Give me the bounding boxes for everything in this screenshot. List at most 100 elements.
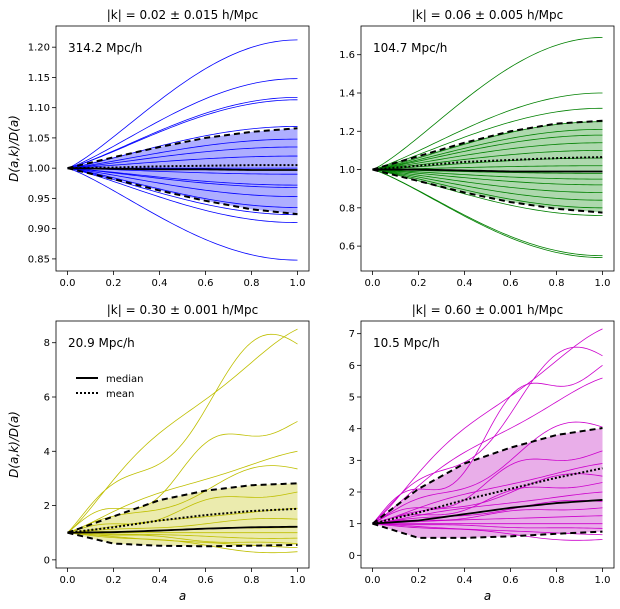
realization-line [372, 450, 603, 525]
realization-line [372, 421, 603, 525]
realization-line [67, 421, 298, 534]
axes-frame [360, 25, 615, 272]
legend-mean-label: mean [106, 389, 134, 400]
axes-frame [55, 25, 310, 272]
scale-label: 20.9 Mpc/h [68, 336, 135, 350]
realization-line [372, 128, 603, 170]
x-tick-label: 0.6 [503, 575, 519, 586]
realization-line [67, 532, 298, 554]
realization-line [372, 463, 603, 525]
realization-line [67, 167, 298, 208]
upper-percentile-line [67, 127, 298, 170]
realization-line [372, 169, 603, 258]
y-tick-label: 1.4 [339, 88, 355, 99]
y-tick-label: 0 [44, 555, 50, 566]
x-tick-label: 0.8 [549, 278, 565, 289]
realization-line [67, 99, 298, 169]
x-tick-label: 0.4 [152, 278, 168, 289]
lower-percentile-line [372, 522, 603, 539]
realization-line [372, 491, 603, 525]
y-tick-label: 6 [349, 361, 355, 372]
x-tick-label: 0.6 [198, 278, 214, 289]
realization-line [372, 134, 603, 170]
y-tick-label: 2 [349, 488, 355, 499]
realization-line [372, 499, 603, 525]
realization-line [372, 523, 603, 529]
realization-line [372, 169, 603, 180]
y-tick-label: 6 [44, 393, 50, 404]
panel-title: |k| = 0.60 ± 0.001 h/Mpc [412, 303, 564, 317]
x-tick-label: 0.0 [60, 278, 76, 289]
median-line [67, 167, 298, 171]
y-tick-label: 0.90 [28, 224, 50, 235]
realization-line [372, 121, 603, 170]
mean-line [372, 467, 603, 525]
median-line [372, 168, 603, 173]
realization-line [67, 491, 298, 534]
panel-k060: 0.0 0.2 0.4 0.6 0.8 1.0 0 1 2 3 4 5 6 7 |k| = 0.60 ± 0… [349, 303, 615, 603]
panel-k030: 0.0 0.2 0.4 0.6 0.8 1.0 0 2 4 6 8 |k| = 0.30 ± 0.00… [7, 303, 310, 603]
x-tick-label: 0.2 [411, 575, 427, 586]
panel-k006: 0.0 0.2 0.4 0.6 0.8 1.0 0.6 0.8 1.0 1.2 1.4 1.6 |k| … [339, 8, 615, 289]
realization-line [67, 167, 298, 188]
realization-line [67, 450, 298, 534]
y-axis-label: D(a,k)/D(a) [7, 411, 21, 478]
x-tick-label: 1.0 [290, 575, 306, 586]
panel-title: |k| = 0.06 ± 0.005 h/Mpc [412, 8, 564, 22]
x-tick-label: 0.8 [549, 575, 565, 586]
plot-area [67, 39, 298, 261]
realization-line [67, 167, 298, 261]
axes-frame [360, 320, 615, 569]
realization-line [372, 169, 603, 193]
x-tick-label: 0.0 [365, 278, 381, 289]
realization-line [372, 169, 603, 216]
y-tick-label: 4 [44, 447, 50, 458]
realization-line [372, 482, 603, 525]
lower-percentile-line [372, 168, 603, 214]
realization-line [67, 146, 298, 169]
y-tick-label: 1.20 [28, 43, 50, 54]
plot-area [371, 328, 603, 541]
mean-line [372, 156, 603, 171]
realization-line [372, 37, 603, 170]
realization-line [372, 142, 603, 170]
x-tick-label: 0.2 [411, 278, 427, 289]
y-tick-label: 2 [44, 501, 50, 512]
x-tick-label: 0.4 [152, 575, 168, 586]
mean-line [67, 507, 298, 534]
y-tick-label: 1.05 [28, 133, 50, 144]
x-axis-label: a [484, 589, 491, 603]
y-tick-label: 0 [349, 551, 355, 562]
percentile-band [67, 128, 298, 215]
scale-label: 10.5 Mpc/h [373, 336, 440, 350]
realization-line [372, 346, 603, 524]
y-tick-label: 0.8 [339, 203, 355, 214]
x-tick-label: 0.8 [244, 278, 260, 289]
median-line [372, 499, 603, 525]
lower-percentile-line [67, 531, 298, 548]
x-tick-label: 0.8 [244, 575, 260, 586]
x-tick-label: 0.0 [60, 575, 76, 586]
percentile-band [67, 483, 298, 547]
realization-line [372, 377, 603, 525]
realization-line [67, 155, 298, 169]
realization-line [67, 532, 298, 539]
realization-line [67, 138, 298, 169]
y-tick-label: 0.6 [339, 242, 355, 253]
y-tick-label: 1.15 [28, 73, 50, 84]
axes-frame [55, 320, 310, 569]
x-tick-label: 0.4 [457, 575, 473, 586]
realization-line [372, 169, 603, 186]
y-tick-label: 1 [349, 519, 355, 530]
panel-k002: 0.0 0.2 0.4 0.6 0.8 1.0 0.85 0.90 0.95 1.00 1.05 1.… [7, 8, 310, 289]
x-tick-label: 0.6 [198, 575, 214, 586]
y-tick-label: 1.10 [28, 103, 50, 114]
realization-line [372, 523, 603, 541]
y-tick-label: 4 [349, 424, 355, 435]
scale-label: 314.2 Mpc/h [68, 41, 142, 55]
y-tick-label: 1.0 [339, 165, 355, 176]
y-tick-label: 0.85 [28, 254, 50, 265]
upper-percentile-line [67, 482, 298, 534]
realization-line [67, 167, 298, 216]
realization-line [372, 473, 603, 525]
